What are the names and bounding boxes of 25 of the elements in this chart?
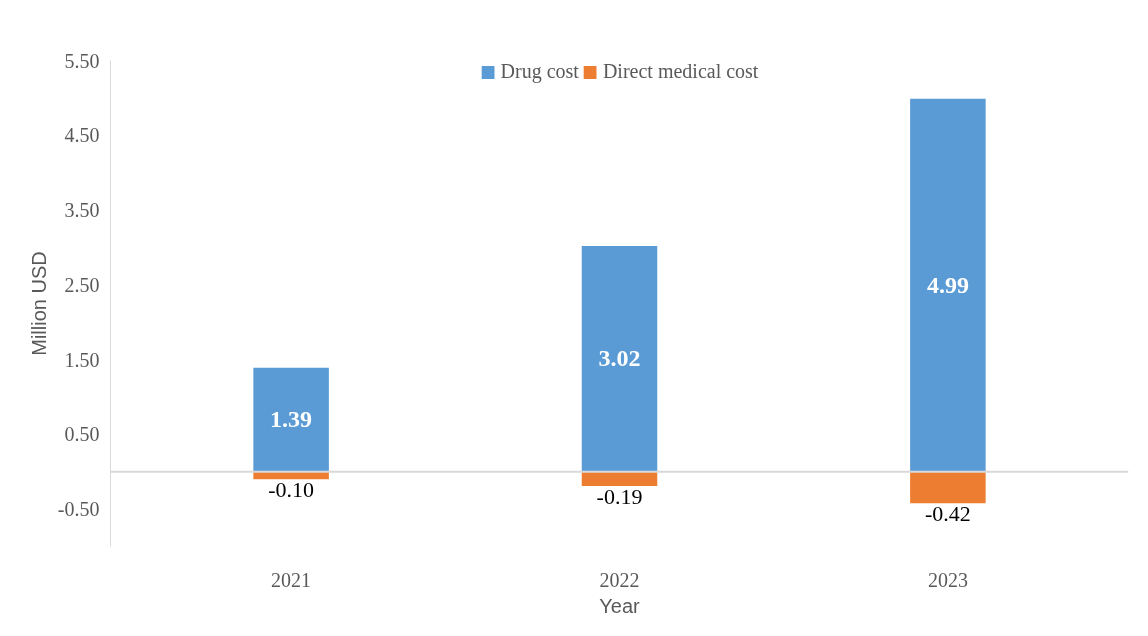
bar: [910, 98, 986, 472]
bar: [581, 245, 658, 472]
y-tick-label: 0.50: [64, 423, 100, 446]
legend-label: Drug cost: [500, 60, 579, 83]
data-label: 3.02: [598, 345, 641, 372]
y-tick-label: 2.50: [64, 273, 100, 296]
x-tick-label: 2021: [271, 568, 312, 591]
y-tick-label: -0.50: [57, 498, 100, 521]
bar: [910, 471, 986, 504]
bar: [253, 367, 329, 472]
x-axis-title: Year: [599, 594, 641, 617]
data-label: -0.19: [596, 483, 643, 509]
bar: [581, 471, 658, 486]
legend-label: Direct medical cost: [602, 60, 759, 83]
data-label: 4.99: [926, 271, 969, 298]
data-label: -0.10: [268, 477, 315, 503]
x-tick-label: 2022: [599, 568, 640, 591]
y-tick-label: 4.50: [64, 124, 100, 147]
y-tick-label: 1.50: [64, 348, 100, 371]
y-axis-title: Million USD: [27, 251, 50, 356]
data-label: -0.42: [924, 501, 971, 527]
x-tick-label: 2023: [927, 568, 968, 591]
y-tick-label: 5.50: [64, 49, 100, 72]
y-tick-label: 3.50: [64, 199, 100, 222]
data-label: 1.39: [270, 406, 313, 433]
